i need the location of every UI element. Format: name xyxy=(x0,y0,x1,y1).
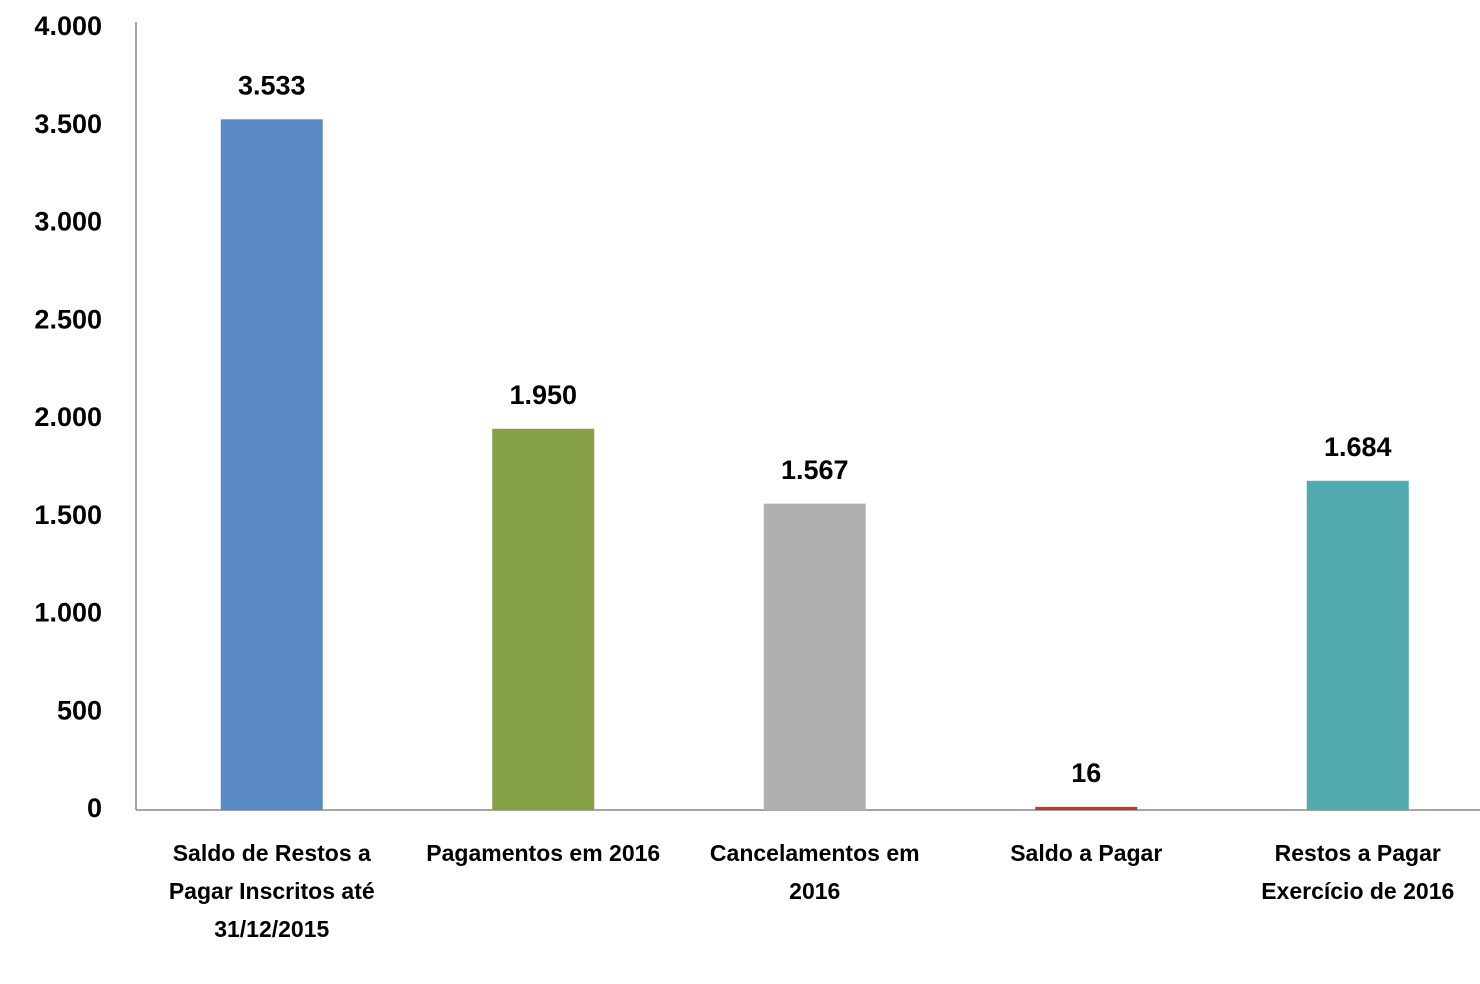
x-tick-label: Restos a Pagar Exercício de 2016 xyxy=(1261,840,1455,904)
data-label: 1.567 xyxy=(781,455,849,485)
y-tick-label: 500 xyxy=(57,695,102,725)
bar xyxy=(1035,806,1138,810)
data-label: 16 xyxy=(1071,758,1101,788)
bar xyxy=(220,119,323,810)
y-tick-label: 0 xyxy=(87,793,102,823)
y-tick-label: 2.500 xyxy=(34,304,102,334)
y-tick-label: 1.000 xyxy=(34,598,102,628)
y-tick-label: 1.500 xyxy=(34,500,102,530)
data-label: 1.950 xyxy=(509,380,577,410)
x-tick-label: Cancelamentos em 2016 xyxy=(709,840,920,904)
data-label: 3.533 xyxy=(238,70,306,100)
data-label: 1.684 xyxy=(1324,432,1392,462)
bar xyxy=(492,428,595,810)
y-tick-label: 4.000 xyxy=(34,11,102,41)
bar xyxy=(763,503,866,810)
x-tick-label: Saldo de Restos a Pagar Inscritos até 31… xyxy=(168,840,375,942)
y-tick-label: 2.000 xyxy=(34,402,102,432)
y-tick-label: 3.000 xyxy=(34,207,102,237)
x-tick-label: Saldo a Pagar xyxy=(1010,840,1163,866)
x-tick-label: Pagamentos em 2016 xyxy=(426,840,661,866)
bar xyxy=(1306,480,1409,810)
y-tick-label: 3.500 xyxy=(34,109,102,139)
